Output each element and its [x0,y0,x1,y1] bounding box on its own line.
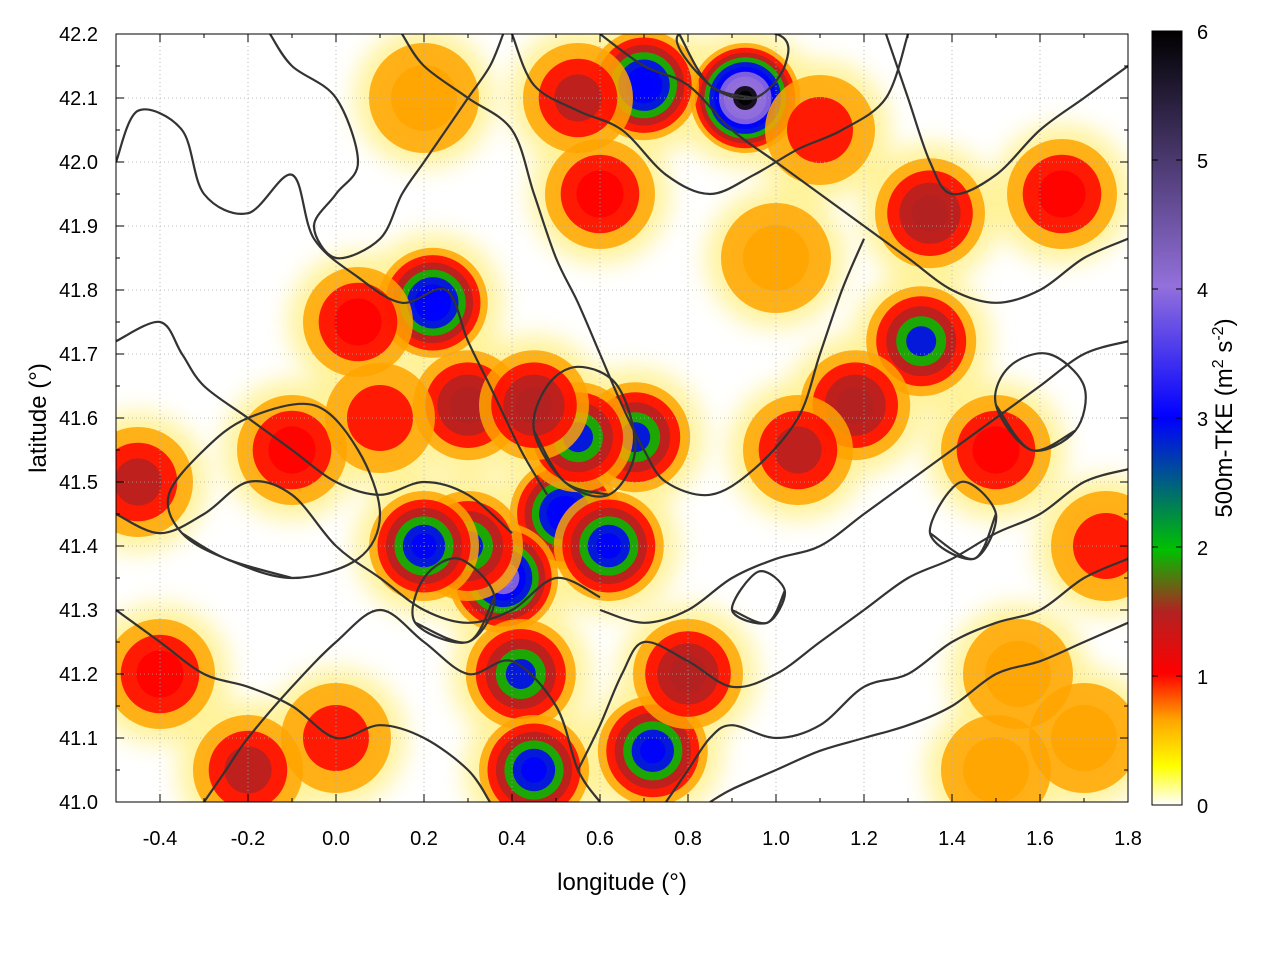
heat-cell [515,386,553,424]
heat-cell [554,74,602,122]
heat-cell [1073,513,1128,579]
contour-line [116,320,513,535]
contour-line [116,609,491,802]
y-axis: 41.0 41.1 41.2 41.3 41.4 41.5 41.6 41.7 41.8 41.9… [59,24,1128,814]
heat-cell [963,737,1029,802]
colorbar-tick-label: 2 [1197,538,1208,560]
contour-line [709,621,1128,802]
x-tick-label: 0.8 [674,828,702,850]
colorbar-tick-label: 6 [1197,22,1208,44]
y-tick-label: 41.8 [59,280,98,302]
y-tick-label: 41.4 [59,536,98,558]
y-tick-label: 41.5 [59,472,98,494]
x-tick-label: 1.0 [762,828,790,850]
x-tick-label: 0.4 [498,828,526,850]
y-tick-label: 41.6 [59,408,98,430]
contour-loop [730,570,786,625]
heat-cell [774,426,822,474]
x-axis: -0.4 -0.2 0.0 0.2 0.4 0.6 0.8 1.0 1.2 1.4 1.6 1.8 [115,34,1142,850]
contour-line [665,557,1128,802]
y-tick-label: 41.7 [59,344,98,366]
y-tick-label: 42.0 [59,152,98,174]
x-tick-label: 1.4 [938,828,966,850]
heat-cell [521,757,547,783]
heat-cell [911,194,949,232]
contour-loop [411,557,496,644]
heat-cell [972,426,1020,474]
heat-cell [334,298,382,346]
contour-loop [994,352,1087,452]
y-axis-label: latitude (°) [25,363,52,473]
y-tick-label: 41.3 [59,600,98,622]
x-axis-label: longitude (°) [557,869,687,896]
y-tick-label: 42.2 [59,24,98,46]
x-tick-label: 0.0 [322,828,350,850]
contour-loop [675,34,790,100]
heat-cell [906,326,937,357]
colorbar-label-mid: s [1211,341,1238,360]
colorbar-tick-label: 3 [1197,409,1208,431]
heat-cell [116,458,162,506]
colorbar-tick-label: 4 [1197,280,1208,302]
heat-cell [449,386,487,424]
heat-cell [1038,170,1086,218]
contour-loop [928,480,998,561]
colorbar-tick-label: 0 [1197,796,1208,818]
heat-cell [633,74,655,97]
contour-line [599,34,1128,304]
heat-cell [985,641,1051,707]
colorbar-tick-label: 5 [1197,151,1208,173]
x-tick-label: -0.4 [143,828,177,850]
contour-line [884,34,1128,196]
colorbar-label-main: 500m-TKE (m [1211,368,1238,517]
colorbar-label-end: ) [1211,318,1238,326]
colorbar-ticks: 0 1 2 3 4 5 6 [1152,22,1208,818]
y-tick-label: 41.9 [59,216,98,238]
x-tick-label: -0.2 [231,828,265,850]
contour-line [203,608,601,802]
colorbar: 0 1 2 3 4 5 6 500m-TKE (m2 s-2) [1151,22,1238,818]
x-tick-label: 1.8 [1114,828,1142,850]
x-tick-label: 0.6 [586,828,614,850]
contour-line [577,468,1128,771]
contour-line [401,34,866,497]
contour-loop [532,365,637,498]
y-tick-label: 41.1 [59,728,98,750]
y-tick-label: 42.1 [59,88,98,110]
x-tick-label: 1.6 [1026,828,1054,850]
contour-line [599,340,1128,624]
x-tick-label: 0.2 [410,828,438,850]
contour-line [269,34,505,260]
contour-line [510,34,910,196]
x-tick-label: 1.2 [850,828,878,850]
y-tick-label: 41.0 [59,792,98,814]
contour-loop [166,402,382,580]
heat-cell [640,738,666,764]
colorbar-label: 500m-TKE (m2 s-2) [1210,318,1238,517]
heat-cell [421,291,444,314]
colorbar-tick-label: 1 [1197,667,1208,689]
colorbar-label-sup1: 2 [1210,359,1227,368]
colorbar-label-sup2: -2 [1210,326,1227,340]
y-tick-label: 41.2 [59,664,98,686]
contour-layer [116,34,1128,802]
